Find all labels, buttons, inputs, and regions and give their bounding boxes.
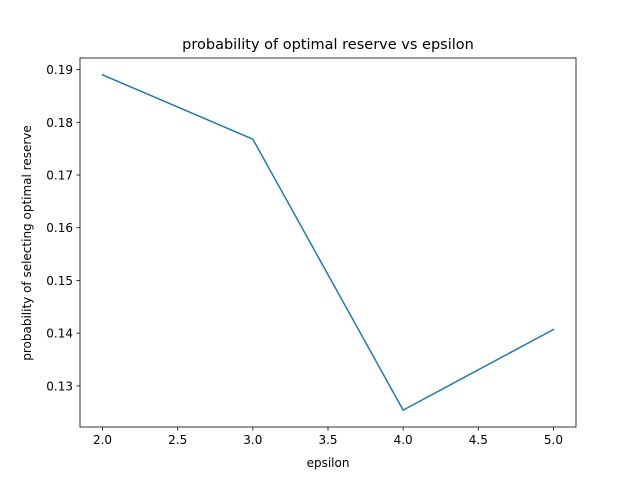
x-axis-label: epsilon (307, 456, 350, 470)
x-tick-label: 3.5 (318, 433, 337, 447)
y-tick-label: 0.14 (46, 327, 73, 341)
chart-title: probability of optimal reserve vs epsilo… (182, 37, 474, 53)
y-tick-label: 0.16 (46, 221, 73, 235)
x-tick-label: 4.5 (469, 433, 488, 447)
y-axis-label: probability of selecting optimal reserve (20, 125, 34, 361)
x-tick-label: 2.5 (168, 433, 187, 447)
plot-area-frame (79, 57, 577, 428)
series-layer (101, 73, 555, 411)
series-line-0 (101, 73, 555, 411)
x-tick-label: 2.0 (93, 433, 112, 447)
x-tick-label: 4.0 (394, 433, 413, 447)
x-tick-label: 5.0 (544, 433, 563, 447)
y-tick-label: 0.13 (46, 379, 73, 393)
y-tick-label: 0.15 (46, 274, 73, 288)
y-tick-label: 0.19 (46, 63, 73, 77)
y-tick-label: 0.18 (46, 116, 73, 130)
x-axis-ticks: 2.0 2.5 3.0 3.5 4.0 4.5 5.0 (93, 427, 563, 447)
x-tick-label: 3.0 (243, 433, 262, 447)
y-tick-label: 0.17 (46, 169, 73, 183)
y-axis-ticks: 0.13 0.14 0.15 0.16 0.17 0.18 0.19 (46, 63, 80, 393)
